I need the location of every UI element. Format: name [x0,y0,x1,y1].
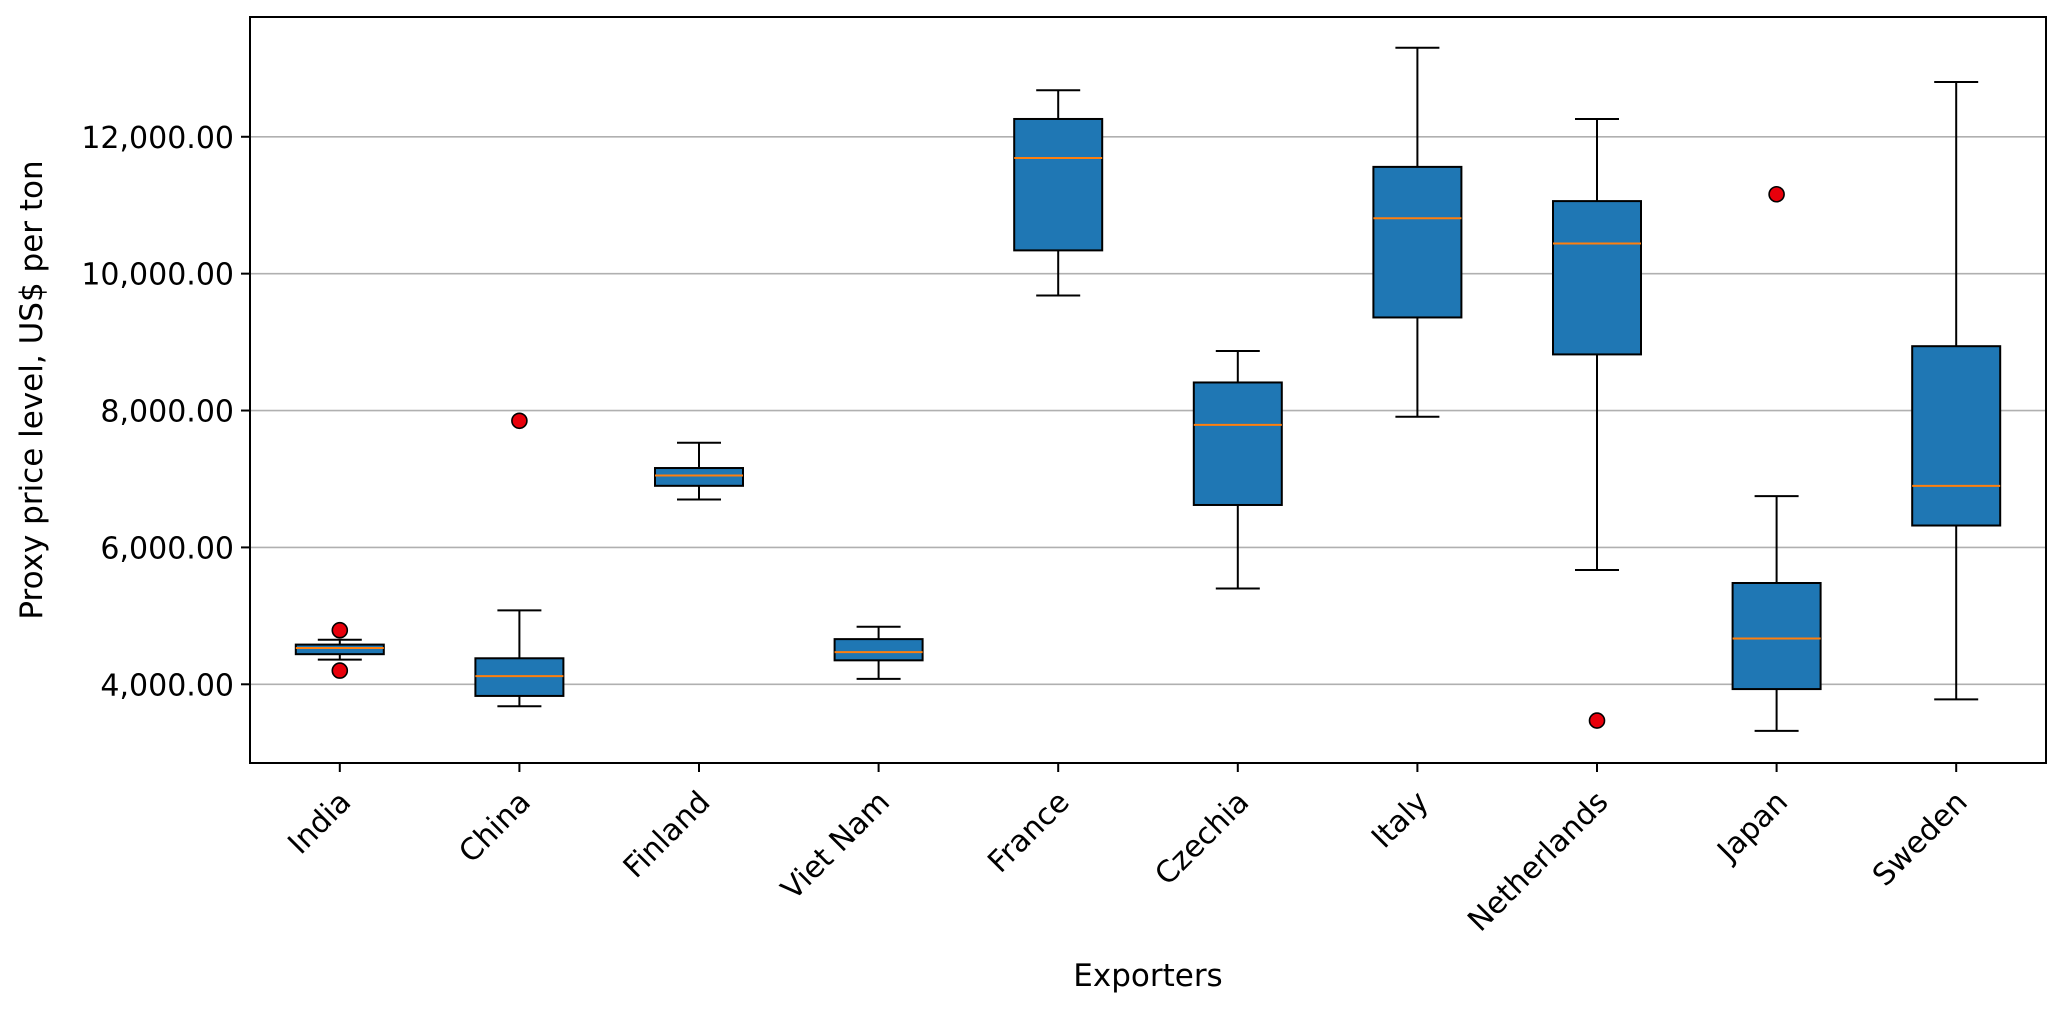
iqr-box [474,657,565,697]
iqr-box [1372,165,1463,319]
box-china [474,412,565,708]
plot-frame [249,16,2047,764]
iqr-box [1911,345,2002,527]
box-viet-nam [833,625,924,680]
box-france [1013,89,1104,297]
box-finland [654,441,744,501]
iqr-box [294,643,385,656]
box-japan [1731,185,1822,732]
outlier-point [331,662,349,679]
iqr-box [1192,381,1283,506]
iqr-box [654,467,744,487]
outlier-point [511,412,528,430]
box-italy [1372,46,1463,418]
outlier-point [1768,185,1785,203]
iqr-box [1013,117,1104,252]
iqr-box [1731,582,1822,691]
outlier-point [331,621,349,639]
y-tick-label: 4,000.00 [100,668,234,703]
box-czechia [1192,349,1283,590]
x-axis-title: Exporters [1073,958,1222,994]
box-sweden [1911,81,2002,701]
iqr-box [833,638,924,662]
iqr-box [1552,200,1642,356]
y-tick-label: 6,000.00 [100,531,234,566]
box-netherlands [1552,117,1642,729]
box-india [294,621,385,679]
y-axis: 4,000.00 6,000.00 8,000.00 10,000.00 12,000.… [81,121,250,703]
y-tick-label: 8,000.00 [100,395,234,430]
outlier-point [1588,712,1606,729]
y-tick-label: 10,000.00 [81,258,234,293]
y-tick-label: 12,000.00 [81,121,234,156]
y-axis-title: Proxy price level, US$ per ton [14,160,50,619]
box-series [294,46,2002,732]
